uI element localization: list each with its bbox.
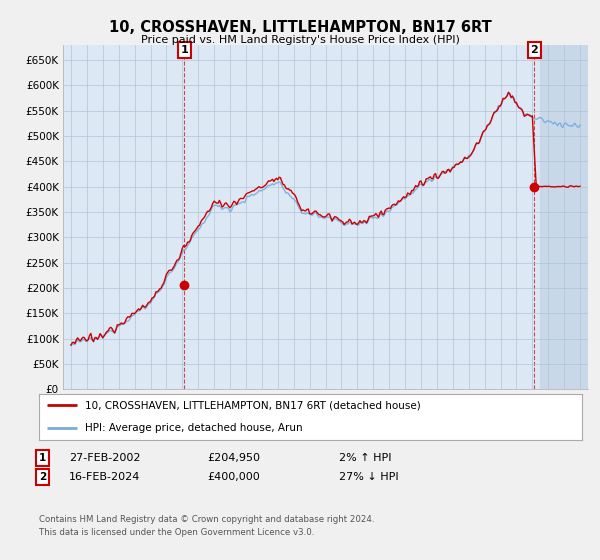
Text: 10, CROSSHAVEN, LITTLEHAMPTON, BN17 6RT (detached house): 10, CROSSHAVEN, LITTLEHAMPTON, BN17 6RT … [85, 400, 421, 410]
Bar [540, 45, 588, 389]
Text: 27-FEB-2002: 27-FEB-2002 [69, 453, 140, 463]
Bar [540, 45, 588, 389]
Text: 2: 2 [39, 472, 46, 482]
Text: This data is licensed under the Open Government Licence v3.0.: This data is licensed under the Open Gov… [39, 528, 314, 537]
Text: Price paid vs. HM Land Registry's House Price Index (HPI): Price paid vs. HM Land Registry's House … [140, 35, 460, 45]
Text: 1: 1 [39, 453, 46, 463]
Text: 2: 2 [530, 45, 538, 55]
Text: HPI: Average price, detached house, Arun: HPI: Average price, detached house, Arun [85, 423, 303, 433]
Text: Contains HM Land Registry data © Crown copyright and database right 2024.: Contains HM Land Registry data © Crown c… [39, 515, 374, 524]
Text: £400,000: £400,000 [207, 472, 260, 482]
Text: 16-FEB-2024: 16-FEB-2024 [69, 472, 140, 482]
Text: 2% ↑ HPI: 2% ↑ HPI [339, 453, 391, 463]
Text: 27% ↓ HPI: 27% ↓ HPI [339, 472, 398, 482]
Text: 10, CROSSHAVEN, LITTLEHAMPTON, BN17 6RT: 10, CROSSHAVEN, LITTLEHAMPTON, BN17 6RT [109, 20, 491, 35]
Text: £204,950: £204,950 [207, 453, 260, 463]
Text: 1: 1 [181, 45, 188, 55]
